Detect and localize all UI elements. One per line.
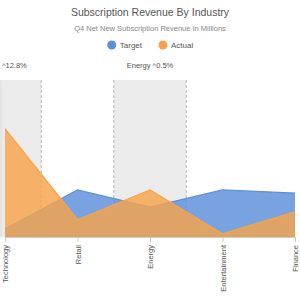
legend-label: Target [120, 41, 143, 50]
legend-marker [107, 41, 116, 50]
y-axis [1, 81, 2, 238]
x-tick: Retail [74, 237, 83, 264]
x-tick: Energy [146, 237, 155, 269]
x-tick-mark [5, 237, 6, 242]
legend: Target Actual [107, 41, 193, 51]
x-axis: Technology Retail Energy Entertainment Finan… [1, 237, 300, 292]
area-line [5, 129, 295, 234]
legend-label: Actual [171, 41, 193, 50]
annotation: ^12.8% [2, 61, 27, 70]
x-tick: Finance [291, 237, 300, 272]
annotations: ^12.8% Energy ^0.5% [2, 61, 174, 70]
x-tick-label: Technology [1, 245, 10, 283]
x-tick-mark [223, 237, 224, 242]
x-tick-label: Finance [291, 245, 300, 272]
x-tick-label: Energy [146, 245, 155, 269]
legend-item: Target [107, 41, 143, 51]
x-tick-mark [150, 237, 151, 242]
x-tick-label: Entertainment [219, 244, 228, 292]
y-axis-line [1, 81, 2, 238]
title: Subscription Revenue By Industry [71, 6, 230, 18]
area [5, 129, 295, 237]
chart: Subscription Revenue By Industry Q4 Net N… [0, 0, 300, 300]
legend-marker [159, 41, 168, 50]
legend-item: Actual [159, 41, 194, 51]
x-tick-mark [295, 237, 296, 242]
plot-area [5, 129, 295, 237]
subtitle: Q4 Net New Subscription Revenue In Milli… [74, 24, 226, 33]
x-tick: Technology [1, 237, 10, 283]
x-tick-mark [78, 237, 79, 242]
x-axis-line [6, 238, 296, 243]
annotation: Energy ^0.5% [127, 61, 174, 70]
x-tick: Entertainment [219, 237, 228, 292]
x-tick-label: Retail [74, 245, 83, 265]
